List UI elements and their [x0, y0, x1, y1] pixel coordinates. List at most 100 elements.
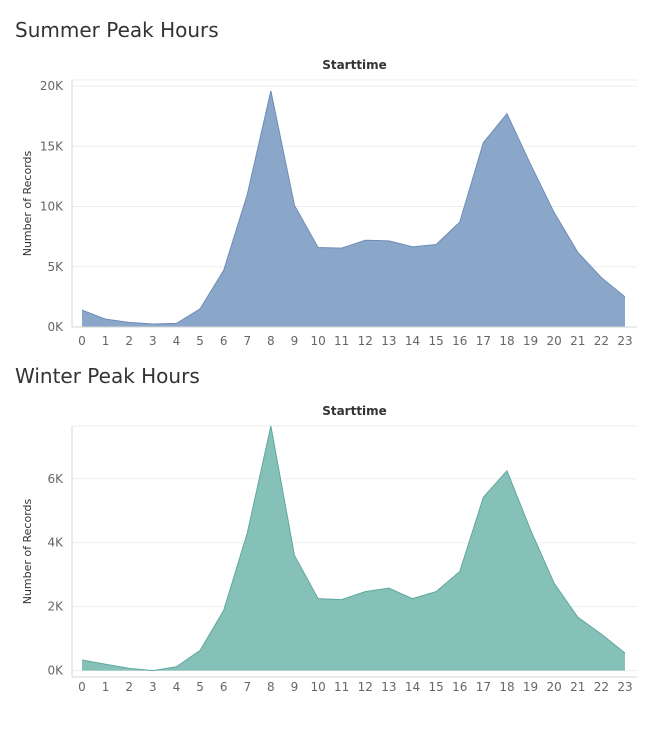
winter-x-tick-label: 1 — [102, 680, 110, 694]
summer-x-tick-label: 10 — [310, 334, 325, 348]
winter-x-tick-label: 23 — [617, 680, 632, 694]
winter-x-tick-label: 8 — [267, 680, 275, 694]
summer-area-fill — [82, 90, 625, 327]
summer-data-point — [316, 245, 320, 249]
summer-x-tick-label: 18 — [499, 334, 514, 348]
winter-y-tick-label: 6K — [47, 472, 64, 486]
summer-data-point — [198, 307, 202, 311]
winter-area-fill — [82, 426, 625, 671]
winter-data-point — [151, 669, 155, 673]
summer-y-tick-label: 10K — [40, 200, 64, 214]
summer-data-point — [505, 112, 509, 116]
winter-title: Winter Peak Hours — [15, 364, 200, 388]
summer-data-point — [80, 308, 84, 312]
summer-column-header: Starttime — [322, 58, 387, 72]
winter-data-point — [316, 597, 320, 601]
summer-x-tick-label: 20 — [547, 334, 562, 348]
summer-y-tick-label: 15K — [40, 139, 64, 153]
summer-x-tick-label: 15 — [428, 334, 443, 348]
summer-x-tick-label: 23 — [617, 334, 632, 348]
winter-x-tick-label: 7 — [243, 680, 251, 694]
summer-x-tick-label: 19 — [523, 334, 538, 348]
winter-data-point — [104, 662, 108, 666]
winter-x-tick-label: 15 — [428, 680, 443, 694]
summer-x-tick-label: 8 — [267, 334, 275, 348]
winter-x-tick-label: 3 — [149, 680, 157, 694]
summer-y-axis-label: Number of Records — [21, 150, 34, 256]
summer-x-tick-label: 7 — [243, 334, 251, 348]
summer-x-tick-label: 5 — [196, 334, 204, 348]
winter-data-point — [529, 528, 533, 532]
summer-x-tick-label: 11 — [334, 334, 349, 348]
winter-x-tick-label: 19 — [523, 680, 538, 694]
summer-data-point — [529, 162, 533, 166]
winter-panel: Winter Peak Hours Starttime 0K 2K 4K 6K Numbe… — [0, 350, 647, 701]
summer-data-point — [151, 322, 155, 326]
winter-x-tick-label: 17 — [476, 680, 491, 694]
summer-x-tick-label: 0 — [78, 334, 86, 348]
winter-x-tick-label: 11 — [334, 680, 349, 694]
summer-x-tick-label: 22 — [594, 334, 609, 348]
winter-x-tick-label: 18 — [499, 680, 514, 694]
winter-data-point — [269, 424, 273, 428]
summer-y-tick-label: 0K — [47, 320, 64, 334]
winter-data-point — [292, 553, 296, 557]
summer-x-tick-label: 1 — [102, 334, 110, 348]
winter-data-point — [198, 648, 202, 652]
summer-x-tick-label: 12 — [358, 334, 373, 348]
summer-data-point — [340, 246, 344, 250]
winter-column-header: Starttime — [322, 404, 387, 418]
winter-x-tick-label: 22 — [594, 680, 609, 694]
winter-data-point — [245, 531, 249, 535]
summer-x-tick-label: 9 — [291, 334, 299, 348]
summer-x-tick-label: 14 — [405, 334, 420, 348]
winter-data-point — [127, 666, 131, 670]
winter-data-point — [174, 665, 178, 669]
winter-y-tick-label: 4K — [47, 536, 64, 550]
summer-data-point — [434, 242, 438, 246]
summer-data-point — [481, 141, 485, 145]
winter-y-axis-label: Number of Records — [21, 498, 34, 604]
winter-area-line — [81, 425, 626, 672]
summer-x-tick-label: 21 — [570, 334, 585, 348]
summer-x-tick-label: 4 — [173, 334, 181, 348]
winter-data-point — [481, 495, 485, 499]
summer-data-point — [458, 220, 462, 224]
winter-x-tick-label: 14 — [405, 680, 420, 694]
summer-data-point — [269, 89, 273, 93]
summer-data-point — [363, 238, 367, 242]
winter-x-tick-label: 2 — [125, 680, 133, 694]
winter-data-point — [222, 608, 226, 612]
winter-x-tick-label: 10 — [310, 680, 325, 694]
winter-x-tick-label: 0 — [78, 680, 86, 694]
summer-x-tick-label: 2 — [125, 334, 133, 348]
summer-data-point — [104, 317, 108, 321]
summer-x-tick-label: 13 — [381, 334, 396, 348]
winter-x-tick-label: 21 — [570, 680, 585, 694]
summer-x-tick-label: 16 — [452, 334, 467, 348]
winter-x-tick-label: 5 — [196, 680, 204, 694]
summer-title: Summer Peak Hours — [15, 18, 219, 42]
winter-data-point — [434, 590, 438, 594]
winter-x-tick-label: 6 — [220, 680, 228, 694]
winter-y-tick-label: 2K — [47, 600, 64, 614]
winter-data-point — [387, 586, 391, 590]
summer-data-point — [552, 211, 556, 215]
summer-data-point — [174, 321, 178, 325]
summer-area-chart: Starttime 0K 5K 10K 15K 20K Number of Records 0… — [21, 58, 637, 348]
winter-x-tick-label: 13 — [381, 680, 396, 694]
winter-x-tick-label: 4 — [173, 680, 181, 694]
winter-data-point — [552, 581, 556, 585]
summer-x-tick-label: 3 — [149, 334, 157, 348]
winter-data-point — [340, 598, 344, 602]
winter-x-tick-label: 12 — [358, 680, 373, 694]
winter-data-point — [458, 569, 462, 573]
summer-data-point — [576, 250, 580, 254]
summer-panel: Summer Peak Hours Starttime 0K 5K 10K 15K 20K… — [0, 0, 647, 350]
winter-data-point — [599, 632, 603, 636]
summer-data-point — [222, 268, 226, 272]
winter-data-point — [363, 590, 367, 594]
summer-data-point — [292, 203, 296, 207]
summer-data-point — [245, 192, 249, 196]
